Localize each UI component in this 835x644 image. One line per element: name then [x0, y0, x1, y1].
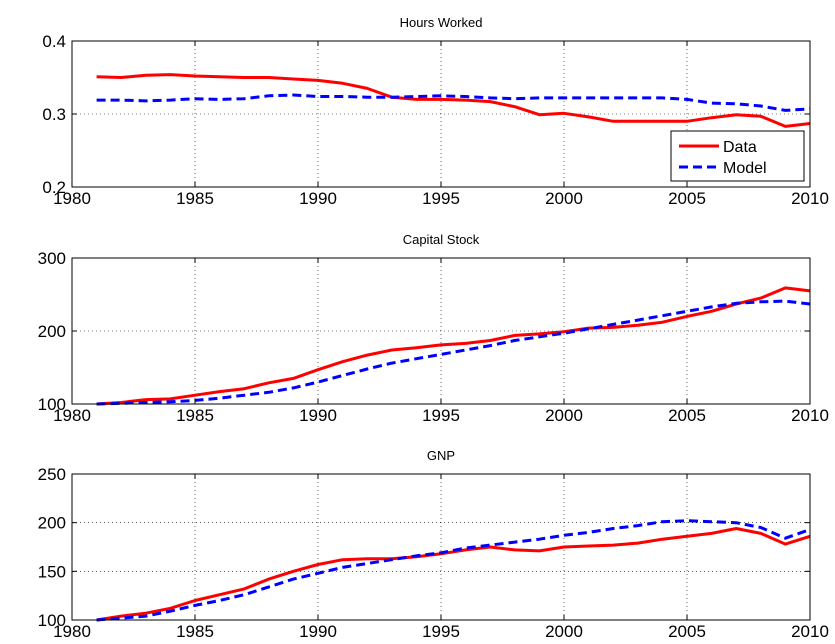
chart-1-series-data [96, 73, 811, 128]
chart-1-xtick-label: 1995 [422, 189, 460, 208]
chart-3-ytick-label: 200 [38, 514, 66, 533]
chart-2-xtick-label: 2000 [545, 406, 583, 425]
chart-3-xtick-label: 1980 [53, 622, 91, 641]
chart-1-ytick-label: 0.3 [42, 105, 66, 124]
chart-3-title: GNP [427, 448, 455, 463]
chart-3-xtick-label: 2005 [668, 622, 706, 641]
chart-1-ytick-label: 0.2 [42, 178, 66, 197]
chart-1-legend-label-model: Model [723, 160, 767, 177]
chart-1-xtick-label: 1985 [176, 189, 214, 208]
chart-1-ytick-label: 0.4 [42, 32, 66, 51]
chart-3-series-data [96, 527, 811, 622]
chart-3-xtick-label: 1995 [422, 622, 460, 641]
chart-2-series-data [96, 286, 811, 406]
chart-1-xtick-label: 2005 [668, 189, 706, 208]
chart-3-xtick-label: 1990 [299, 622, 337, 641]
chart-1-xtick-label: 1990 [299, 189, 337, 208]
chart-1-xtick-label: 1980 [53, 189, 91, 208]
chart-3-ytick-label: 250 [38, 465, 66, 484]
chart-2-ytick-label: 200 [38, 322, 66, 341]
chart-3-series-model [96, 519, 811, 622]
chart-1-legend-label-data: Data [723, 139, 757, 156]
chart-2-xtick-label: 1980 [53, 406, 91, 425]
chart-2-ytick-label: 100 [38, 395, 66, 414]
chart-2-ytick-label: 300 [38, 249, 66, 268]
chart-3-xtick-label: 2000 [545, 622, 583, 641]
chart-1-xtick-label: 2010 [791, 189, 829, 208]
chart-2-title: Capital Stock [403, 232, 480, 247]
chart-2-xtick-label: 2005 [668, 406, 706, 425]
chart-3-xtick-label: 1985 [176, 622, 214, 641]
chart-3-xtick-label: 2010 [791, 622, 829, 641]
chart-3-ytick-label: 150 [38, 562, 66, 581]
chart-1-legend-box [670, 130, 805, 182]
chart-1-series-model [96, 93, 811, 112]
chart-2-xtick-label: 1990 [299, 406, 337, 425]
chart-1-title: Hours Worked [400, 15, 483, 30]
chart-2-series-model [96, 299, 811, 406]
chart-1-xtick-label: 2000 [545, 189, 583, 208]
chart-2-xtick-label: 2010 [791, 406, 829, 425]
chart-2-xtick-label: 1995 [422, 406, 460, 425]
chart-3-ytick-label: 100 [38, 611, 66, 630]
chart-2-xtick-label: 1985 [176, 406, 214, 425]
